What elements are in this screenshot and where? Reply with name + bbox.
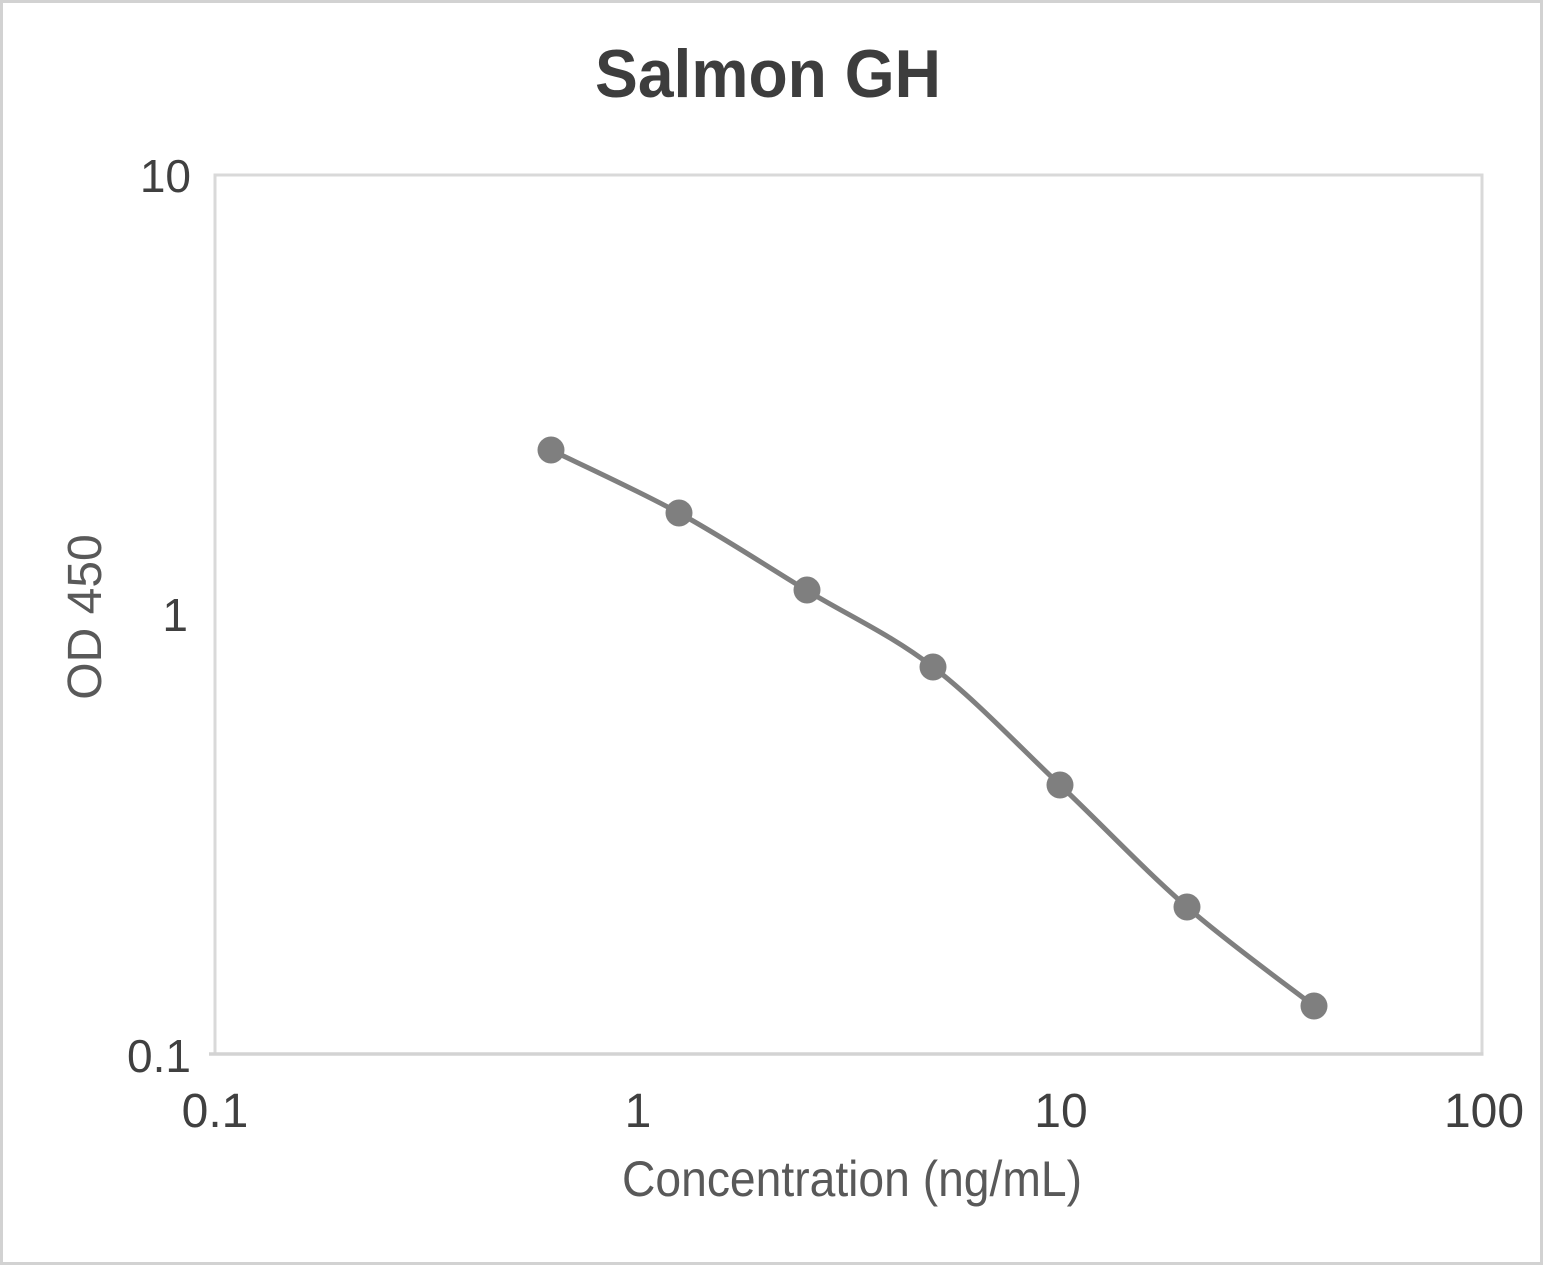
svg-text:Concentration (ng/mL): Concentration (ng/mL)	[622, 1151, 1082, 1207]
svg-text:0.1: 0.1	[127, 1030, 191, 1082]
svg-text:0.1: 0.1	[182, 1085, 249, 1138]
svg-text:OD 450: OD 450	[59, 534, 112, 699]
svg-text:1: 1	[162, 589, 188, 641]
svg-text:10: 10	[140, 150, 191, 202]
svg-text:Salmon GH: Salmon GH	[595, 36, 941, 112]
svg-text:100: 100	[1444, 1085, 1524, 1138]
svg-text:1: 1	[625, 1085, 652, 1138]
svg-text:10: 10	[1034, 1085, 1087, 1138]
